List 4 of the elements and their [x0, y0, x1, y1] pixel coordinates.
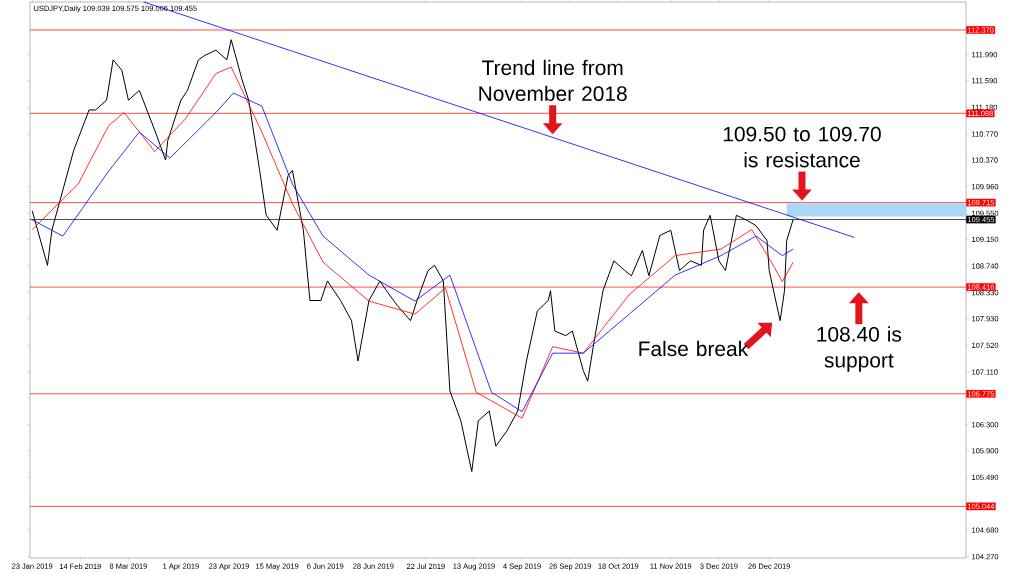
- annotation: 109.50 to 109.70 is resistance: [723, 126, 881, 168]
- annotation: False break: [639, 340, 749, 357]
- annotation: 108.40 is support: [817, 326, 902, 372]
- annotation: Trend line from November 2018: [479, 59, 627, 102]
